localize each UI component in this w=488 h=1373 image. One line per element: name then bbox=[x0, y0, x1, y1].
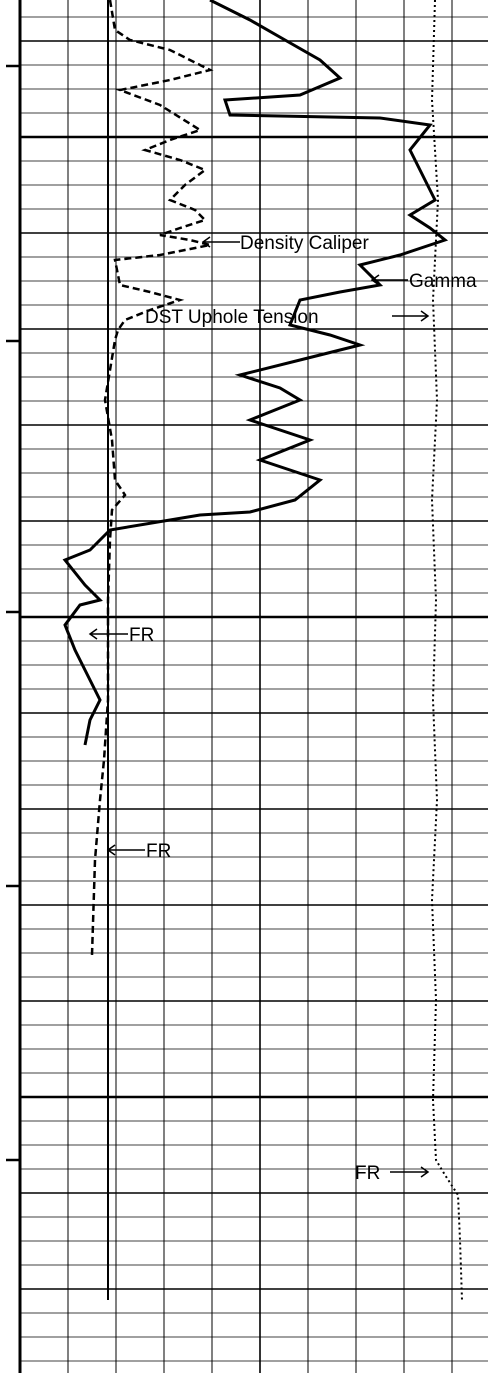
label-arrows bbox=[88, 236, 430, 1178]
curve-label: DST Uphole Tension bbox=[145, 307, 319, 328]
curve-label: Density Caliper bbox=[240, 233, 369, 254]
gamma-curve bbox=[62, 0, 449, 746]
density-caliper-curve bbox=[90, 0, 214, 956]
curve-label: Gamma bbox=[409, 271, 477, 292]
curve-label: FR bbox=[129, 625, 154, 646]
curve-label: FR bbox=[146, 841, 171, 862]
dst-uphole-tension-curve bbox=[430, 0, 463, 1301]
grid bbox=[6, 0, 488, 1373]
curve-label: FR bbox=[355, 1163, 380, 1184]
